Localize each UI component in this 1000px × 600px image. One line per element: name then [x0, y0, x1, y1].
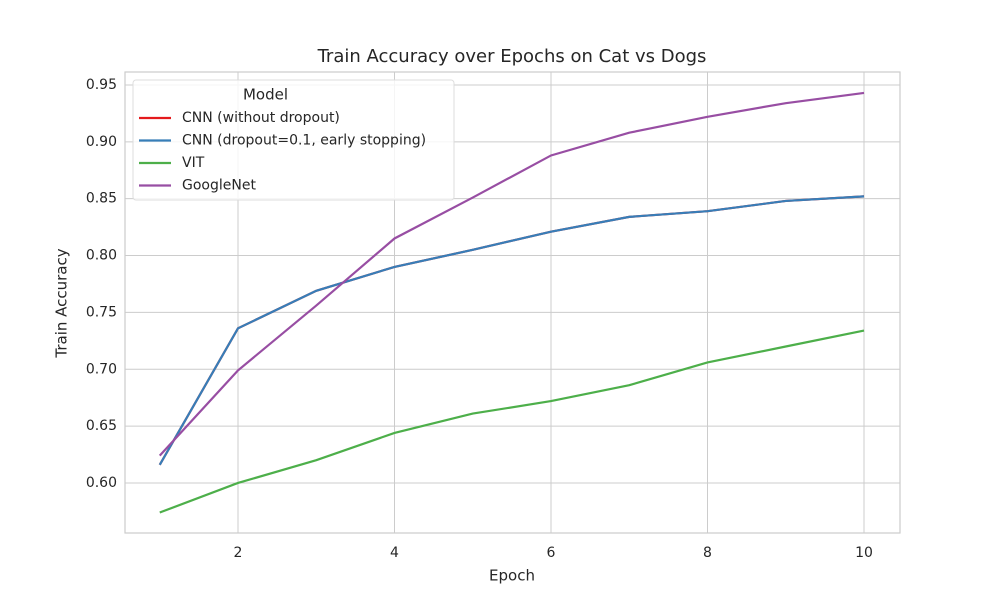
y-tick-label: 0.80 — [86, 248, 117, 264]
x-tick-label: 6 — [547, 545, 556, 561]
y-axis-label: Train Accuracy — [53, 248, 71, 358]
x-tick-label: 10 — [855, 545, 873, 561]
series-line — [158, 91, 865, 457]
x-tick-label: 4 — [390, 545, 399, 561]
x-tick-label: 8 — [703, 545, 712, 561]
x-axis-label: Epoch — [489, 567, 535, 585]
y-tick-label: 0.65 — [86, 418, 117, 434]
legend: Model CNN (without dropout) CNN (dropout=0… — [132, 79, 455, 201]
y-tick-label: 0.90 — [86, 134, 117, 150]
legend-label: CNN (without dropout) — [182, 110, 340, 126]
legend-label: CNN (dropout=0.1, early stopping) — [182, 133, 426, 149]
x-tick-label: 2 — [234, 545, 243, 561]
plot-frame — [124, 71, 901, 534]
legend-label: GoogleNet — [182, 178, 256, 194]
legend-title: Model — [243, 86, 288, 104]
legend-box — [132, 79, 455, 201]
y-tick-label: 0.75 — [86, 304, 117, 320]
series-line — [158, 195, 865, 466]
series-line — [158, 195, 865, 466]
series-line — [159, 329, 865, 514]
chart-title: Train Accuracy over Epochs on Cat vs Dog… — [317, 46, 707, 67]
y-tick-label: 0.70 — [86, 361, 117, 377]
y-tick-label: 0.95 — [86, 77, 117, 93]
y-tick-label: 0.60 — [86, 475, 117, 491]
legend-label: VIT — [182, 155, 205, 171]
y-tick-label: 0.85 — [86, 191, 117, 207]
